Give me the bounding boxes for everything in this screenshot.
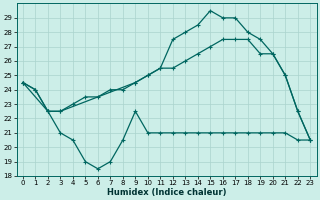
X-axis label: Humidex (Indice chaleur): Humidex (Indice chaleur) [107,188,226,197]
